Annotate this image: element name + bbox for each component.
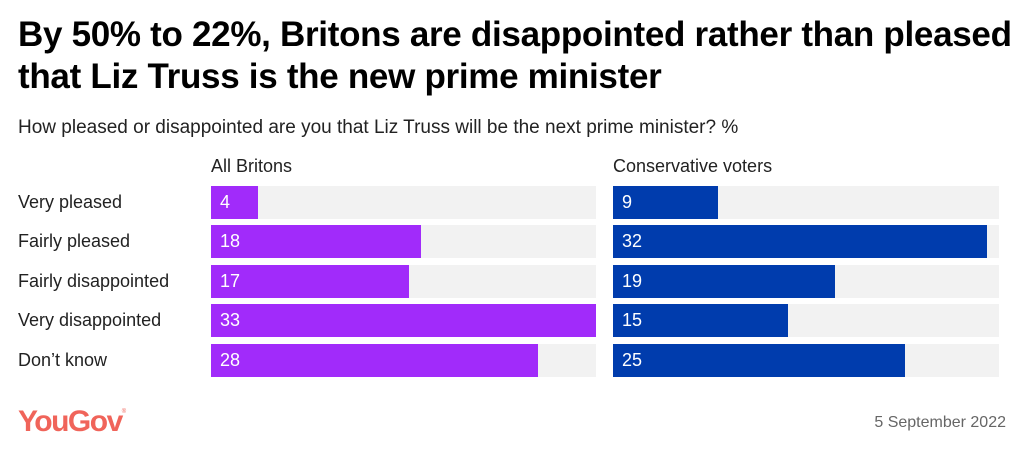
bar-track: 33: [211, 304, 596, 337]
bar-value-label: 15: [622, 310, 643, 330]
bar-value-label: 19: [622, 271, 643, 291]
category-label: Don’t know: [18, 350, 108, 370]
bar-track: 25: [613, 344, 999, 377]
bar-track: 4: [211, 186, 596, 219]
category-label: Fairly pleased: [18, 231, 131, 251]
category-label: Fairly disappointed: [18, 271, 170, 291]
logo-text: YouGov: [18, 405, 123, 438]
chart-subtitle: How pleased or disappointed are you that…: [18, 117, 739, 138]
bar-track: 9: [613, 186, 999, 219]
registered-mark: ®: [121, 409, 127, 415]
panel-title: Conservative voters: [613, 156, 773, 176]
bar: 32: [613, 225, 987, 258]
bar: 15: [613, 304, 788, 337]
bar-value-label: 18: [220, 231, 241, 251]
yougov-logo: YouGov®: [18, 405, 126, 439]
bar: 33: [211, 304, 596, 337]
bar: 9: [613, 186, 718, 219]
bar-value-label: 17: [220, 271, 241, 291]
bar-track: 15: [613, 304, 999, 337]
bar-value-label: 32: [622, 231, 643, 251]
bar-value-label: 33: [220, 310, 241, 330]
category-label: Very pleased: [18, 192, 123, 212]
bar-value-label: 9: [622, 192, 633, 212]
chart-title: By 50% to 22%, Britons are disappointed …: [18, 15, 1012, 96]
bar-track: 19: [613, 265, 999, 298]
bar-track: 18: [211, 225, 596, 258]
bar: 19: [613, 265, 835, 298]
bar-track: 32: [613, 225, 999, 258]
panel-title: All Britons: [211, 156, 293, 176]
bar: 18: [211, 225, 421, 258]
bar-value-label: 28: [220, 350, 241, 370]
bar: 4: [211, 186, 258, 219]
bar-track: 28: [211, 344, 596, 377]
category-label: Very disappointed: [18, 310, 162, 330]
bar: 28: [211, 344, 538, 377]
bar: 25: [613, 344, 905, 377]
bar-value-label: 4: [220, 192, 231, 212]
bar: 17: [211, 265, 409, 298]
publish-date: 5 September 2022: [874, 414, 1006, 431]
bar-track: 17: [211, 265, 596, 298]
bar-value-label: 25: [622, 350, 643, 370]
